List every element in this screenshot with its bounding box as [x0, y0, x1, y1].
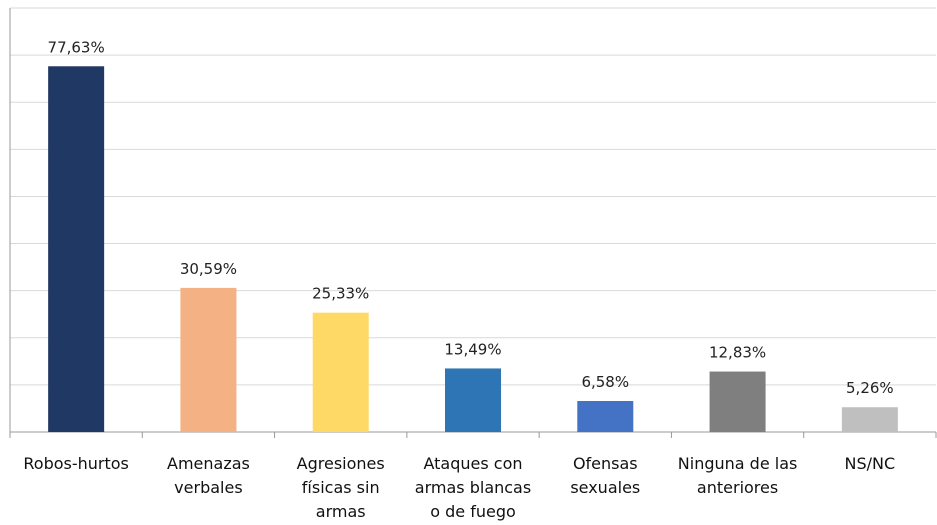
- value-label: 5,26%: [846, 379, 894, 397]
- bar: [709, 371, 766, 432]
- bar: [577, 401, 634, 432]
- value-label: 12,83%: [709, 344, 766, 362]
- x-tick-label: Ninguna de las anteriores: [677, 454, 798, 497]
- value-label: 6,58%: [581, 373, 629, 391]
- x-tick-label: Robos-hurtos: [23, 454, 129, 473]
- bar: [48, 66, 105, 433]
- value-label: 13,49%: [444, 340, 501, 358]
- x-tick-label: Ofensas sexuales: [570, 454, 641, 497]
- bar: [312, 312, 369, 432]
- value-label: 30,59%: [180, 260, 237, 278]
- value-label: 77,63%: [48, 38, 105, 56]
- value-label: 25,33%: [312, 285, 369, 303]
- x-tick-label: Agresiones físicas sin armas: [296, 454, 385, 521]
- bar: [180, 287, 237, 432]
- bar: [445, 368, 501, 432]
- x-tick-label: Amenazas verbales: [166, 454, 250, 497]
- bar: [841, 407, 898, 432]
- x-tick-label: Ataques con armas blancas o de fuego: [414, 454, 532, 521]
- x-tick-label: NS/NC: [844, 454, 896, 473]
